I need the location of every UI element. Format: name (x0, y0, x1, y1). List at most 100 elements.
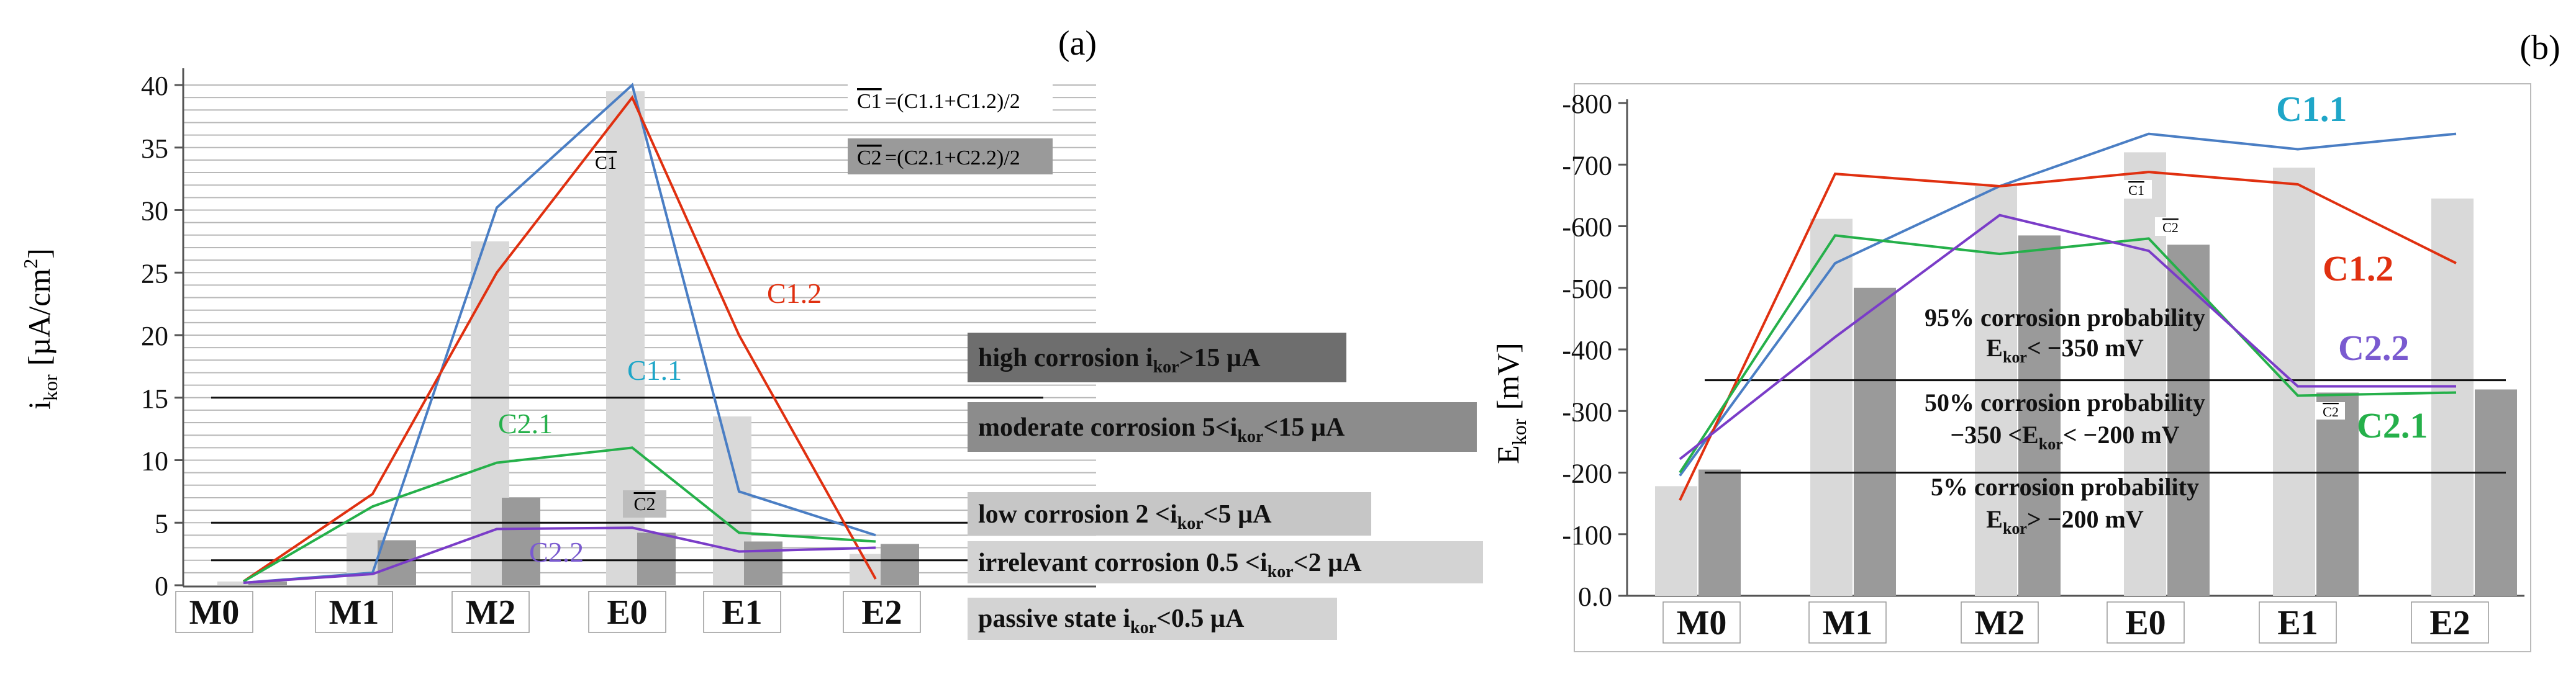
legend-note-c1-box (848, 82, 1053, 118)
legend-note-c1-name: C1 (857, 90, 882, 113)
panel-a-y-ticks: 0 5 10 15 20 25 30 35 40 (141, 71, 183, 601)
annotation-5-line1: 5% corrosion probability (1931, 473, 2199, 501)
zone-moderate-box (968, 402, 1477, 452)
series-line-c2-1 (1679, 234, 2457, 474)
zone-moderate-corrosion: moderate corrosion 5<ikor<15 µA (968, 402, 1477, 452)
x-category-box (451, 591, 530, 633)
x-category-box (1662, 601, 1741, 644)
series-line-c1-2 (1679, 171, 2457, 501)
legend-note-c2-box (848, 138, 1053, 174)
x-category-box (588, 591, 666, 633)
series-line-c2-2 (243, 526, 876, 584)
panel-a-reference-lines (211, 397, 1043, 562)
y-tick-label: -400 (1562, 335, 1612, 366)
panel-a-series-lines (242, 83, 877, 584)
y-tick-label: 10 (141, 446, 168, 477)
annotation-95-line2: Ekor< −350 mV (1986, 334, 2144, 366)
panel-a-y-axis-label: ikor[µA/cm2] (19, 248, 61, 410)
x-category-box (315, 591, 393, 633)
panel-a: 0 5 10 15 20 25 30 35 40 M0 M1 M2 E0 E1 E2 (a) ikor[µ… (19, 24, 1483, 640)
panel-b-bar-label-c2b-box (2316, 402, 2345, 420)
panel-b-series-lines (1679, 132, 2457, 501)
panel-b-y-axis-label: Ekor[mV] (1490, 343, 1530, 464)
legend-note-c1-text: =(C1.1+C1.2)/2 (885, 90, 1020, 113)
y-tick-label: 15 (141, 384, 168, 414)
bar-c1 (2431, 198, 2474, 596)
bar-c1 (1810, 218, 1853, 596)
legend-note-c2-name: C2 (857, 146, 882, 169)
panel-a-legend-note-c2: C2 =(C2.1+C2.2)/2 (848, 138, 1053, 174)
panel-b-x-categories: M0 M1 M2 E0 E1 E2 (1662, 601, 2489, 644)
x-category-label: M0 (189, 593, 240, 632)
series-line-c2-2 (1679, 213, 2456, 461)
panel-b-bar-label-c2: C2 (2162, 220, 2179, 235)
y-tick-label: 0 (155, 571, 168, 601)
y-tick-label: 40 (141, 71, 168, 101)
bar-c1 (1655, 486, 1697, 596)
panel-b: 0.0 -100 -200 -300 -400 -500 -600 -700 -800 M0 M1… (1490, 29, 2560, 652)
panel-b-frame (1574, 83, 2531, 652)
zone-low-text: low corrosion 2 <ikor<5 µA (978, 500, 1272, 533)
panel-a-label: (a) (1058, 24, 1097, 63)
annotation-5-percent: 5% corrosion probability Ekor> −200 mV (1931, 473, 2199, 537)
panel-b-series-label-c2-1: C2.1 (2357, 405, 2428, 446)
x-category-box (175, 591, 253, 633)
zone-passive-text: passive state ikor<0.5 µA (978, 604, 1245, 637)
y-tick-label: -100 (1562, 520, 1612, 550)
bar-c2 (2316, 392, 2359, 596)
x-category-box (703, 591, 781, 633)
x-category-box (2259, 601, 2337, 644)
y-tick-label: -600 (1562, 212, 1612, 243)
panel-b-series-label-c1-1: C1.1 (2276, 89, 2347, 129)
x-category-label: E1 (722, 593, 762, 632)
panel-b-series-label-c2-2: C2.2 (2338, 328, 2409, 368)
bar-c2 (637, 532, 676, 585)
zone-high-text: high corrosion ikor>15 µA (978, 344, 1261, 377)
panel-b-bar-label-c2b: C2 (2323, 404, 2339, 420)
y-tick-label: -300 (1562, 397, 1612, 427)
y-tick-label: 25 (141, 258, 168, 289)
zone-low-corrosion: low corrosion 2 <ikor<5 µA (968, 492, 1371, 536)
panel-b-y-ticks: 0.0 -100 -200 -300 -400 -500 -600 -700 -800 (1562, 89, 1627, 612)
panel-b-reference-lines (1705, 379, 2506, 474)
annotation-50-percent: 50% corrosion probability −350 <Ekor< −2… (1925, 389, 2205, 453)
annotation-5-line2: Ekor> −200 mV (1986, 505, 2144, 537)
bar-c2 (881, 544, 919, 585)
panel-b-label: (b) (2519, 29, 2560, 67)
zone-passive-state: passive state ikor<0.5 µA (968, 598, 1337, 640)
x-category-label: E2 (861, 593, 902, 632)
zone-irrelevant-text: irrelevant corrosion 0.5 <ikor<2 µA (978, 549, 1362, 582)
panel-a-series-label-c1-1: C1.1 (627, 354, 682, 386)
x-category-box (1808, 601, 1887, 644)
zone-high-corrosion: high corrosion ikor>15 µA (968, 333, 1346, 382)
series-line-c1-1 (1679, 132, 2457, 477)
x-category-label: E2 (2429, 604, 2470, 642)
x-category-label: E0 (2125, 604, 2166, 642)
zone-low-box (968, 492, 1371, 536)
series-line-c2-1 (242, 446, 876, 583)
y-tick-label: 35 (141, 133, 168, 164)
panel-a-series-label-c1-2: C1.2 (767, 277, 822, 309)
bar-c2 (378, 540, 416, 585)
bar-c2 (744, 541, 782, 585)
x-category-box (843, 591, 921, 633)
bar-c2 (2167, 245, 2210, 596)
series-line-c1-2 (242, 95, 877, 583)
y-tick-label: 20 (141, 321, 168, 351)
bar-c2 (2475, 389, 2517, 596)
x-category-box (2107, 601, 2185, 644)
panel-a-x-categories: M0 M1 M2 E0 E1 E2 (175, 591, 921, 633)
bar-c2 (502, 497, 540, 585)
zone-passive-box (968, 598, 1337, 640)
bar-c2 (1698, 469, 1741, 596)
bar-c1 (217, 581, 256, 585)
panel-a-bar-label-c2: C2 (633, 494, 655, 514)
zone-high-box (968, 333, 1346, 382)
y-tick-label: -200 (1562, 459, 1612, 489)
bar-c2 (2018, 235, 2061, 596)
zone-moderate-text: moderate corrosion 5<ikor<15 µA (978, 413, 1345, 446)
y-tick-label: 30 (141, 196, 168, 227)
annotation-95-line1: 95% corrosion probability (1925, 303, 2205, 331)
annotation-50-line1: 50% corrosion probability (1925, 389, 2205, 416)
x-category-box (1961, 601, 2039, 644)
